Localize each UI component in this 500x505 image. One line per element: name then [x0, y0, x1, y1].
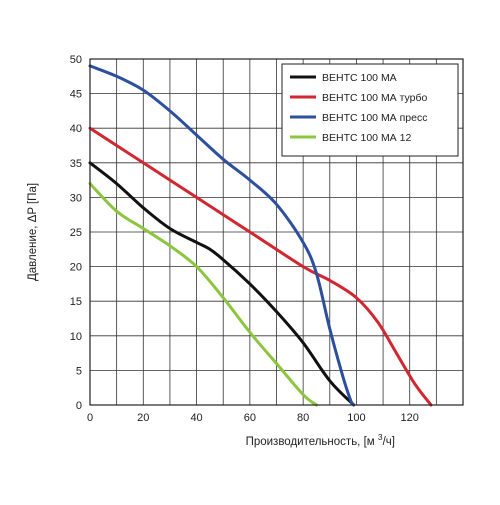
x-axis-title-suffix: /ч] [383, 436, 395, 448]
x-axis-title: Производительность, [м 3/ч] [246, 432, 395, 448]
series-line-1 [88, 161, 356, 407]
legend-label: ВЕНТС 100 МА турбо [322, 92, 428, 104]
x-tick-label: 0 [87, 412, 93, 424]
series-line-4 [88, 182, 318, 407]
legend-label: ВЕНТС 100 МА [322, 72, 397, 84]
y-tick-label: 45 [70, 89, 82, 101]
series-lines [88, 64, 433, 407]
legend-box [281, 63, 459, 157]
series-line-2 [88, 126, 433, 407]
y-tick-label: 40 [70, 123, 82, 135]
series-line-3 [88, 64, 356, 407]
y-tick-label: 50 [70, 54, 82, 66]
x-tick-label: 60 [244, 412, 256, 424]
tick-labels: 0 20 40 60 80 100 120 0 5 10 15 20 25 30 35 40 45 50 [70, 54, 419, 424]
x-tick-label: 20 [137, 412, 149, 424]
y-axis-title: Давление, ΔP [Па] [27, 183, 39, 281]
x-tick-label: 40 [190, 412, 202, 424]
y-tick-label: 20 [70, 262, 82, 274]
x-axis-title-superscript: 3 [378, 432, 383, 442]
legend-label: ВЕНТС 100 МА пресс [322, 112, 427, 124]
y-tick-label: 15 [70, 296, 82, 308]
x-tick-label: 80 [297, 412, 309, 424]
plot-frame [89, 58, 464, 406]
y-tick-label: 25 [70, 227, 82, 239]
legend-label: ВЕНТС 100 МА 12 [322, 132, 411, 144]
y-tick-label: 30 [70, 192, 82, 204]
y-tick-label: 10 [70, 331, 82, 343]
legend: ВЕНТС 100 МА ВЕНТС 100 МА турбо ВЕНТС 100 … [281, 63, 459, 157]
y-tick-label: 35 [70, 158, 82, 170]
x-tick-label: 100 [347, 412, 365, 424]
y-tick-label: 5 [76, 365, 82, 377]
x-axis-title-main: Производительность, [м [246, 436, 378, 448]
y-tick-label: 0 [76, 400, 82, 412]
x-tick-label: 120 [401, 412, 419, 424]
